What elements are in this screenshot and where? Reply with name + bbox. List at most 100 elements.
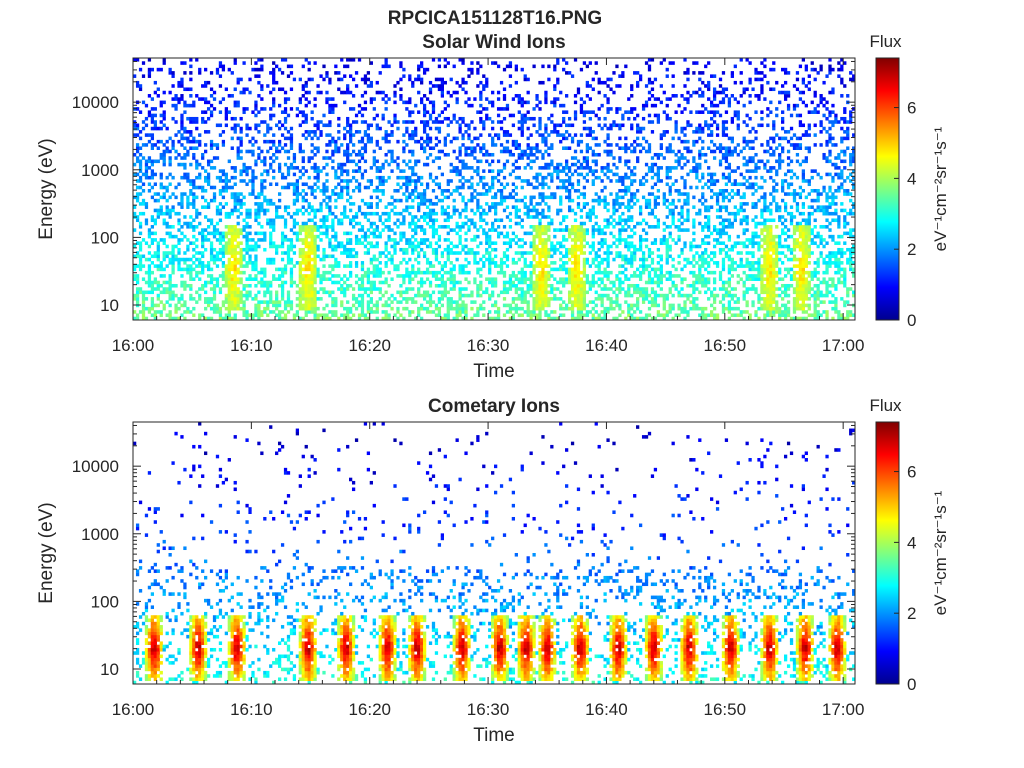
heatmap-cell (159, 103, 163, 108)
heatmap-cell (502, 67, 507, 72)
heatmap-cell (573, 156, 578, 160)
heatmap-cell (408, 244, 412, 249)
heatmap-cell (517, 306, 521, 311)
heatmap-cell (168, 313, 172, 318)
heatmap-cell (591, 87, 595, 92)
heatmap-cell (411, 297, 415, 301)
heatmap-cell (470, 71, 474, 75)
heatmap-cell (494, 264, 498, 268)
heatmap-cell (494, 254, 498, 259)
heatmap-cell (254, 202, 258, 206)
heatmap-cell (573, 149, 578, 154)
heatmap-cell (295, 310, 300, 314)
heatmap-cell (289, 247, 294, 252)
heatmap-cell (236, 287, 240, 291)
heatmap-cell (562, 300, 566, 304)
heatmap-cell (565, 280, 569, 285)
heatmap-cell (547, 228, 551, 232)
heatmap-cell (600, 303, 604, 308)
heatmap-cell (378, 175, 382, 180)
heatmap-cell (245, 283, 249, 288)
heatmap-cell (135, 80, 140, 85)
heatmap-cell (304, 300, 308, 304)
heatmap-cell (230, 283, 234, 288)
heatmap-cell (467, 251, 471, 255)
heatmap-cell (434, 270, 439, 275)
heatmap-cell (198, 97, 202, 101)
heatmap-cell (402, 133, 406, 137)
heatmap-cell (615, 300, 619, 304)
heatmap-cell (523, 211, 527, 216)
heatmap-cell (201, 205, 205, 209)
heatmap-cell (177, 162, 181, 167)
heatmap-cell (242, 257, 246, 262)
heatmap-cell (562, 313, 566, 318)
heatmap-cell (615, 221, 619, 226)
heatmap-cell (565, 189, 569, 193)
heatmap-cell (609, 149, 613, 154)
heatmap-cell (209, 71, 214, 75)
heatmap-cell (230, 274, 234, 278)
heatmap-cell (254, 139, 258, 144)
heatmap-cell (369, 139, 373, 144)
heatmap-cell (499, 198, 504, 203)
heatmap-cell (402, 120, 406, 124)
heatmap-cell (425, 267, 430, 272)
heatmap-cell (349, 316, 353, 321)
heatmap-cell (269, 116, 273, 121)
heatmap-cell (464, 202, 468, 206)
heatmap-cell (283, 316, 288, 321)
heatmap-cell (313, 313, 317, 318)
heatmap-cell (195, 120, 199, 124)
heatmap-cell (461, 143, 465, 147)
heatmap-cell (591, 231, 595, 236)
heatmap-cell (363, 211, 368, 216)
heatmap-cell (378, 274, 382, 278)
heatmap-cell (402, 297, 406, 301)
heatmap-cell (236, 277, 240, 281)
heatmap-cell (360, 274, 365, 278)
heatmap-cell (254, 211, 258, 216)
heatmap-cell (159, 182, 163, 187)
heatmap-cell (183, 287, 187, 291)
heatmap-cell (230, 267, 234, 272)
heatmap-cell (295, 211, 300, 216)
heatmap-cell (334, 139, 338, 144)
heatmap-cell (520, 225, 524, 229)
heatmap-cell (428, 244, 433, 249)
heatmap-cell (452, 280, 456, 285)
heatmap-cell (428, 202, 433, 206)
heatmap-cell (425, 185, 430, 190)
heatmap-cell (476, 306, 480, 311)
heatmap-cell (369, 300, 373, 304)
heatmap-cell (221, 67, 226, 72)
heatmap-cell (230, 244, 234, 249)
heatmap-cell (340, 169, 344, 173)
heatmap-cell (505, 146, 510, 150)
heatmap-cell (606, 84, 610, 88)
heatmap-cell (532, 238, 536, 242)
heatmap-cell (544, 123, 548, 128)
heatmap-cell (280, 241, 285, 245)
heatmap-cell (230, 211, 234, 216)
heatmap-cell (135, 146, 140, 150)
heatmap-cell (479, 293, 483, 298)
heatmap-cell (547, 162, 551, 167)
heatmap-cell (505, 107, 510, 111)
heatmap-cell (535, 264, 539, 268)
heatmap-cell (609, 169, 613, 173)
heatmap-cell (535, 277, 539, 281)
heatmap-cell (550, 130, 554, 134)
heatmap-cell (420, 120, 424, 124)
heatmap-cell (233, 274, 237, 278)
heatmap-cell (606, 287, 610, 291)
heatmap-cell (328, 77, 332, 82)
heatmap-cell (239, 241, 243, 245)
heatmap-cell (168, 182, 172, 187)
heatmap-cell (594, 169, 598, 173)
heatmap-cell (144, 172, 149, 177)
heatmap-cell (526, 287, 530, 291)
heatmap-cell (508, 113, 513, 118)
heatmap-cell (612, 241, 616, 245)
heatmap-cell (627, 310, 631, 314)
